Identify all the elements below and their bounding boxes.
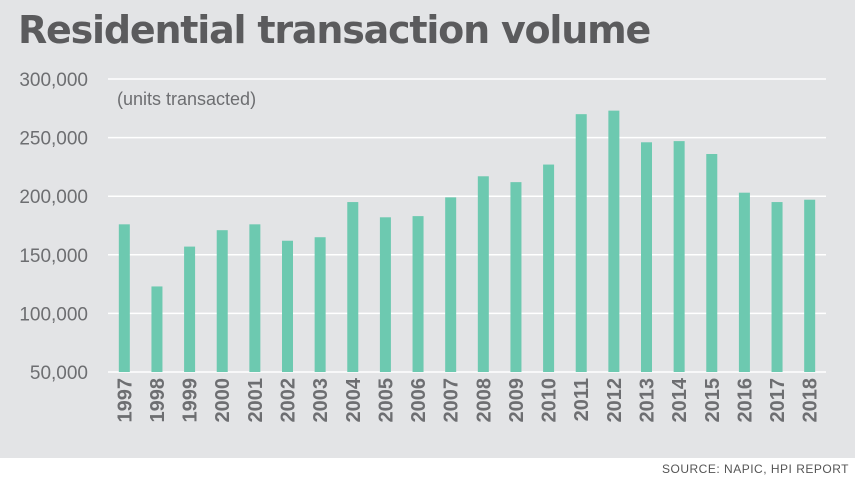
bar [379, 217, 391, 372]
x-tick-label: 2001 [245, 378, 267, 423]
bar [510, 182, 522, 372]
bar [804, 199, 816, 372]
x-tick-label: 1998 [147, 378, 169, 423]
bar [771, 202, 783, 372]
y-tick-label: 200,000 [19, 187, 88, 208]
x-tick-label: 1999 [180, 378, 202, 423]
bar [216, 230, 228, 372]
bar [151, 286, 163, 372]
bar [118, 224, 130, 372]
chart-title: Residential transaction volume [18, 8, 651, 52]
bar [184, 246, 196, 372]
x-tick-label: 2016 [734, 378, 756, 423]
bar [347, 202, 359, 372]
y-tick-label: 150,000 [19, 246, 88, 267]
bar [641, 142, 652, 372]
x-tick-label: 2018 [800, 378, 822, 423]
bar [477, 176, 489, 372]
y-tick-label: 50,000 [30, 363, 88, 384]
x-tick-label: 1997 [114, 378, 136, 423]
x-tick-label: 2007 [441, 378, 463, 423]
x-tick-label: 2003 [310, 378, 332, 423]
bar [314, 237, 326, 372]
bar-chart: 50,000 100,000 150,000 200,000 250,000 300,00… [19, 70, 826, 423]
bar [412, 216, 424, 372]
bar [543, 164, 555, 372]
source-note: SOURCE: NAPIC, HPI REPORT [662, 462, 849, 476]
x-tick-label: 2006 [408, 378, 430, 423]
x-tick-label: 2017 [767, 378, 789, 423]
chart-subtitle: (units transacted) [117, 89, 256, 109]
x-tick-label: 2000 [212, 378, 234, 423]
x-tick-label: 2009 [506, 378, 528, 423]
bar [673, 141, 685, 372]
x-tick-label: 2008 [473, 378, 495, 423]
bar [249, 224, 261, 372]
x-tick-label: 2015 [702, 378, 724, 423]
x-tick-label: 2012 [604, 378, 626, 423]
x-tick-label: 2010 [539, 378, 561, 423]
bar [575, 114, 587, 372]
bar [608, 110, 620, 373]
bar [738, 192, 750, 372]
x-tick-label: 2005 [375, 378, 397, 423]
y-tick-label: 300,000 [19, 70, 88, 91]
x-tick-label: 2004 [343, 377, 365, 422]
bar [445, 197, 457, 372]
y-tick-label: 100,000 [19, 304, 88, 325]
bar [282, 240, 293, 372]
x-tick-label: 2013 [637, 378, 659, 423]
x-tick-label: 2014 [669, 377, 691, 422]
x-tick-label: 2002 [278, 378, 300, 423]
bar [706, 154, 718, 372]
x-tick-label: 2011 [571, 378, 593, 421]
y-tick-label: 250,000 [19, 129, 88, 150]
